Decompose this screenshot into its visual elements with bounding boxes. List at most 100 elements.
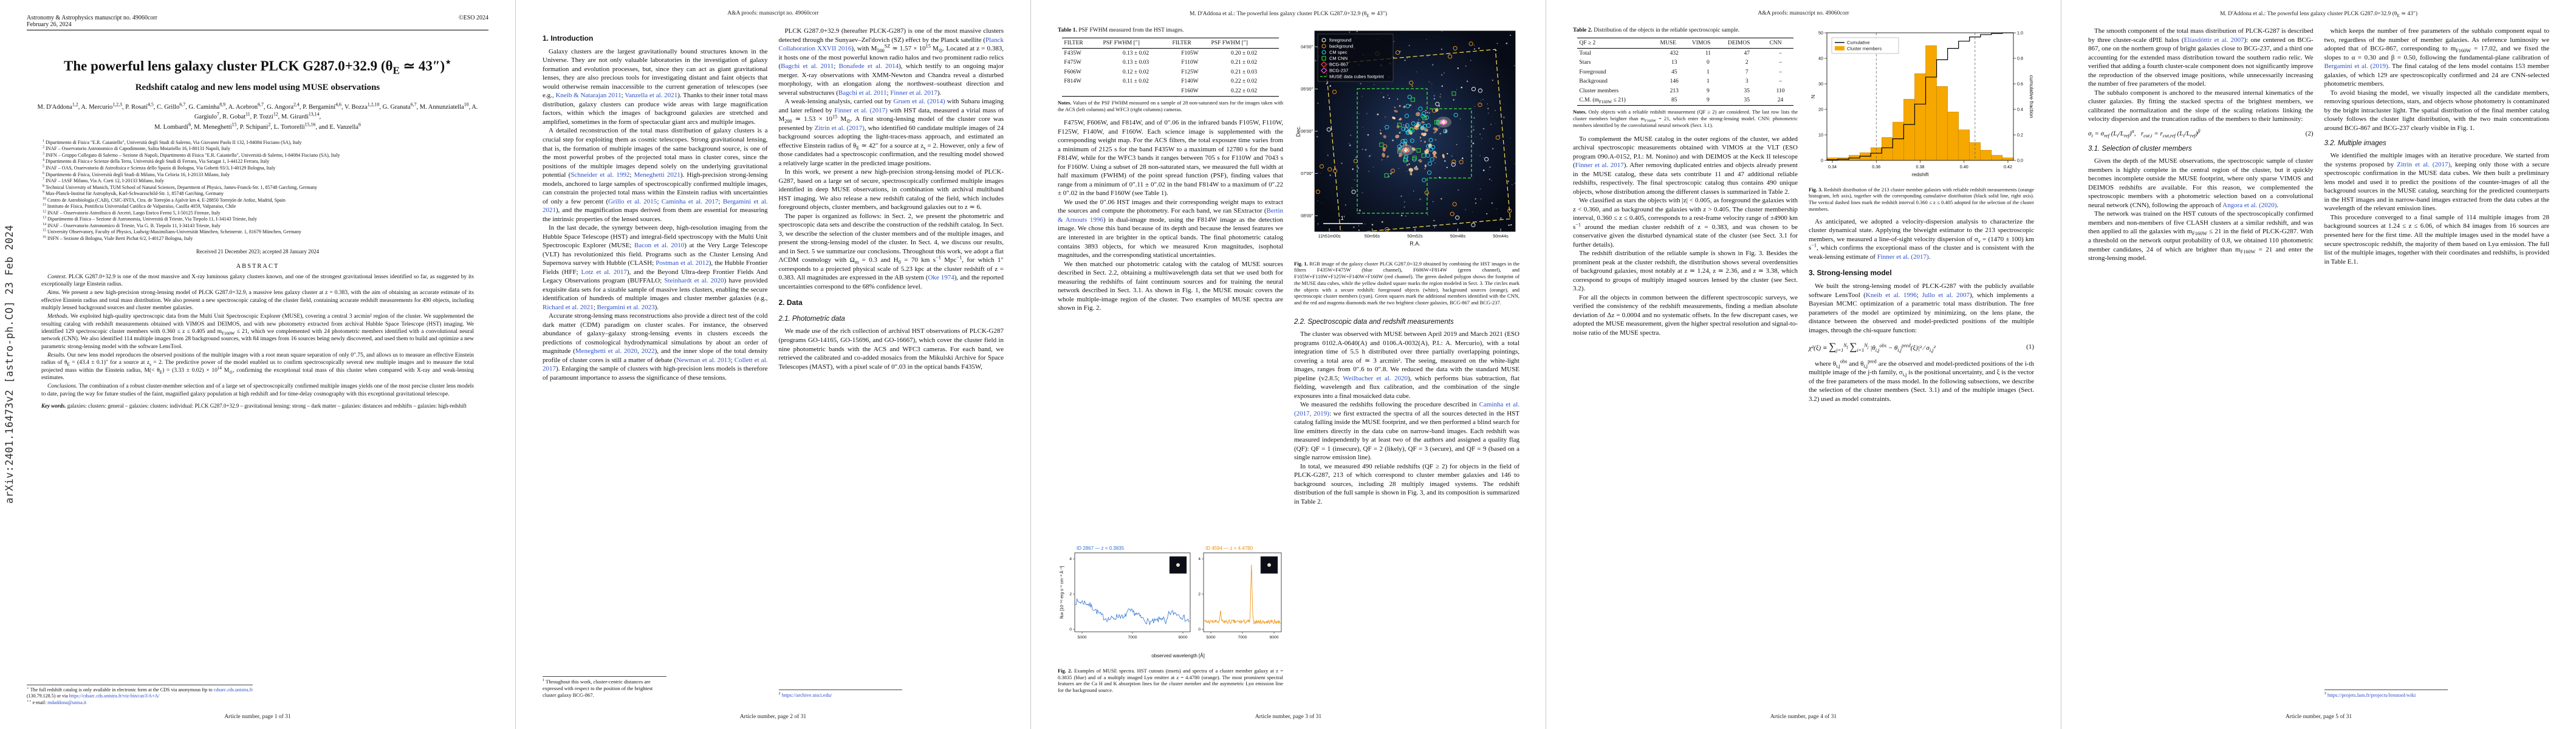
paper-subtitle: Redshift catalog and new lens model usin… — [135, 83, 380, 92]
paragraph: We identified the multiple images with a… — [2324, 152, 2550, 213]
paragraph: A detailed reconstruction of the total m… — [543, 127, 768, 223]
figure-1-caption: Fig. 1. RGB image of the galaxy cluster … — [1294, 260, 1519, 306]
manuscript-header-left: Astronomy & Astrophysics manuscript no. … — [27, 15, 157, 28]
page-footer: Article number, page 5 of 31 — [2285, 714, 2352, 720]
svg-text:flux [10⁻¹⁸ erg s⁻¹ cm⁻² Å⁻¹]: flux [10⁻¹⁸ erg s⁻¹ cm⁻² Å⁻¹] — [1059, 566, 1064, 619]
paragraph: We made use of the rich collection of ar… — [778, 327, 1004, 371]
affiliation-line: 8 Technical University of Munich, TUM Sc… — [43, 183, 318, 190]
page5-column-1: The smooth component of the total mass d… — [2088, 27, 2314, 699]
svg-text:50: 50 — [1818, 30, 1823, 36]
paragraph: In this work, we present a new high-prec… — [778, 168, 1004, 211]
svg-text:Cumulative: Cumulative — [1847, 40, 1870, 46]
table-notes: Notes. Values of the PSF FWHM measured o… — [1058, 99, 1283, 112]
svg-text:0.38: 0.38 — [1916, 164, 1925, 169]
page-3: M. D'Addona et al.: The powerful lens ga… — [1030, 0, 1546, 729]
page-footer: Article number, page 1 of 31 — [224, 714, 291, 720]
svg-text:foreground: foreground — [1329, 38, 1351, 43]
table-title: Table 1. PSF FWHM measured from the HST … — [1058, 27, 1184, 33]
svg-text:10: 10 — [1818, 132, 1823, 138]
svg-text:0.2: 0.2 — [2017, 132, 2023, 138]
eso-line: ©ESO 2024 — [459, 15, 488, 21]
page4-column-1: Table 2. Distribution of the objects in … — [1573, 27, 1798, 699]
page5-column-2: which keeps the number of free parameter… — [2324, 27, 2550, 699]
table-notes: Notes. Only objects with a reliable reds… — [1573, 109, 1798, 128]
table-row: Background 146 1 3– — [1579, 78, 1782, 85]
figure-2-spectra: ID 2867 — z = 0.3835 5000 7000 9000 0 2 4 ID 45… — [1058, 543, 1283, 694]
affiliation-line: 11 Instituto de Física, Pontificia Unive… — [43, 203, 236, 210]
svg-text:50m52s: 50m52s — [1407, 233, 1423, 239]
muse-spectra-plot: ID 2867 — z = 0.3835 5000 7000 9000 0 2 4 ID 45… — [1059, 546, 1282, 659]
subsection-heading: 2.2. Spectroscopic data and redshift mea… — [1294, 318, 1454, 326]
journal-line: Astronomy & Astrophysics manuscript no. … — [27, 15, 157, 21]
paragraph: We built the strong-lensing model of PLC… — [1809, 282, 2034, 334]
table-row: F606W 0.12 ± 0.02 F125W 0.21 ± 0.03 — [1064, 69, 1258, 75]
svg-text:redshift: redshift — [1912, 171, 1930, 177]
subsection-heading: 2.1. Photometric data — [778, 315, 845, 323]
svg-text:2: 2 — [1069, 593, 1072, 597]
table-row: Total 432 11 47– — [1579, 50, 1782, 56]
svg-text:ID 2867 — z = 0.3835: ID 2867 — z = 0.3835 — [1077, 546, 1125, 551]
table-row: Cluster members 213 9 35 110 — [1579, 87, 1785, 94]
paragraph: The cluster was observed with MUSE betwe… — [1294, 330, 1520, 400]
svg-text:cumulative fraction: cumulative fraction — [2029, 75, 2034, 118]
redshift-histogram-plot: 0.34 0.36 0.38 0.40 0.42 0 10 20 30 40 50 0.0 0.2 0.4… — [1810, 30, 2035, 178]
paragraph: For all the objects in common between th… — [1573, 293, 1798, 337]
affiliation-line: 4 Dipartimento di Fisica e Scienze della… — [43, 158, 270, 165]
abstract: Context. PLCK G287.0+32.9 is one of the … — [27, 273, 488, 399]
svg-text:0.8: 0.8 — [2017, 56, 2023, 61]
svg-text:5000: 5000 — [1206, 635, 1215, 640]
footnotes: 1 Throughout this work, cluster-centric … — [543, 676, 666, 699]
running-header: M. D'Addona et al.: The powerful lens ga… — [2219, 11, 2418, 18]
paragraph: The smooth component of the total mass d… — [2088, 27, 2314, 88]
svg-text:N: N — [1810, 95, 1816, 98]
paragraph: which keeps the number of free parameter… — [2324, 27, 2550, 88]
svg-text:07′00″: 07′00″ — [1301, 171, 1313, 176]
page4-column-2: 0.34 0.36 0.38 0.40 0.42 0 10 20 30 40 50 0.0 0.2 0.4… — [1809, 27, 2035, 699]
svg-text:1′: 1′ — [1341, 215, 1345, 221]
section-heading: 2. Data — [778, 298, 803, 307]
equation: σi = σref (Li/Lref)α, rcut,i = rcut,ref … — [2088, 128, 2314, 139]
page-2: A&A proofs: manuscript no. 49060corr 1. … — [515, 0, 1030, 729]
table-row: C.M. (mF160W ≤ 21) 85 9 35 24 — [1577, 95, 1793, 106]
paragraph: In the last decade, the synergy between … — [543, 224, 768, 311]
svg-text:20: 20 — [1818, 107, 1823, 112]
paragraph: The redshift distribution of the reliabl… — [1573, 250, 1798, 293]
paragraph: Galaxy clusters are the largest gravitat… — [543, 47, 768, 126]
figure-3-caption: Fig. 3. Redshift distribution of the 213… — [1809, 186, 2034, 212]
svg-text:0.42: 0.42 — [2004, 164, 2012, 169]
paragraph: To avoid biasing the model, we visually … — [2324, 89, 2550, 132]
svg-text:30: 30 — [1818, 81, 1823, 87]
arxiv-sidebar-wrap: arXiv:2401.16473v2 [astro-ph.CO] 23 Feb … — [4, 0, 15, 729]
affiliation-line: 3 INFN – Gruppo Collegato di Salerno – S… — [43, 152, 340, 158]
page-4: A&A proofs: manuscript no. 49060corr Tab… — [1546, 0, 2061, 729]
svg-text:9000: 9000 — [1269, 635, 1278, 640]
page2-column-2: PLCK G287.0+32.9 (hereafter PLCK-G287) i… — [778, 27, 1004, 699]
section-heading: 3. Strong-lensing model — [1809, 269, 1892, 278]
affiliation-line: 14 INAF – Osservatorio Astronomico di Tr… — [43, 222, 221, 228]
table-row: F814W 0.11 ± 0.02 F140W 0.22 ± 0.02 — [1064, 78, 1258, 85]
svg-text:4: 4 — [1069, 558, 1072, 562]
paragraph: This procedure converged to a final samp… — [2324, 213, 2550, 265]
affiliation-line: 7 INAF – IASF Milano, Via A. Corti 12, I… — [43, 177, 164, 184]
svg-text:7000: 7000 — [1238, 635, 1247, 640]
svg-text:2: 2 — [1198, 593, 1201, 597]
svg-text:background: background — [1329, 44, 1353, 49]
page3-column-2: 1′ foreground background CM spec CM CNN BCG-8… — [1294, 27, 1519, 699]
affiliation-line: 2 INAF – Osservatorio Astronomico di Cap… — [43, 145, 230, 152]
svg-text:0: 0 — [1198, 628, 1201, 632]
svg-text:0.0: 0.0 — [2017, 158, 2023, 163]
table-row: F160W 0.22 ± 0.02 — [1062, 86, 1279, 97]
subsection-heading: 3.1. Selection of cluster members — [2088, 145, 2192, 153]
paragraph: F475W, F606W, and F814W, and of 0″.06 in… — [1058, 119, 1283, 197]
affiliation-line: 15 University Observatory, Faculty of Ph… — [43, 228, 301, 235]
footnotes: 3 https://projets.lam.fr/projects/lensto… — [2324, 690, 2448, 699]
svg-text:0: 0 — [1821, 158, 1823, 163]
svg-text:0.34: 0.34 — [1828, 164, 1837, 169]
svg-text:50m44s: 50m44s — [1493, 233, 1509, 239]
page-5: M. D'Addona et al.: The powerful lens ga… — [2061, 0, 2576, 729]
table-row: F435W 0.13 ± 0.02 F105W 0.20 ± 0.02 — [1064, 50, 1258, 56]
svg-text:BCG-237: BCG-237 — [1329, 68, 1348, 74]
page-footer: Article number, page 2 of 31 — [739, 714, 807, 720]
svg-text:R.A.: R.A. — [1410, 241, 1420, 247]
